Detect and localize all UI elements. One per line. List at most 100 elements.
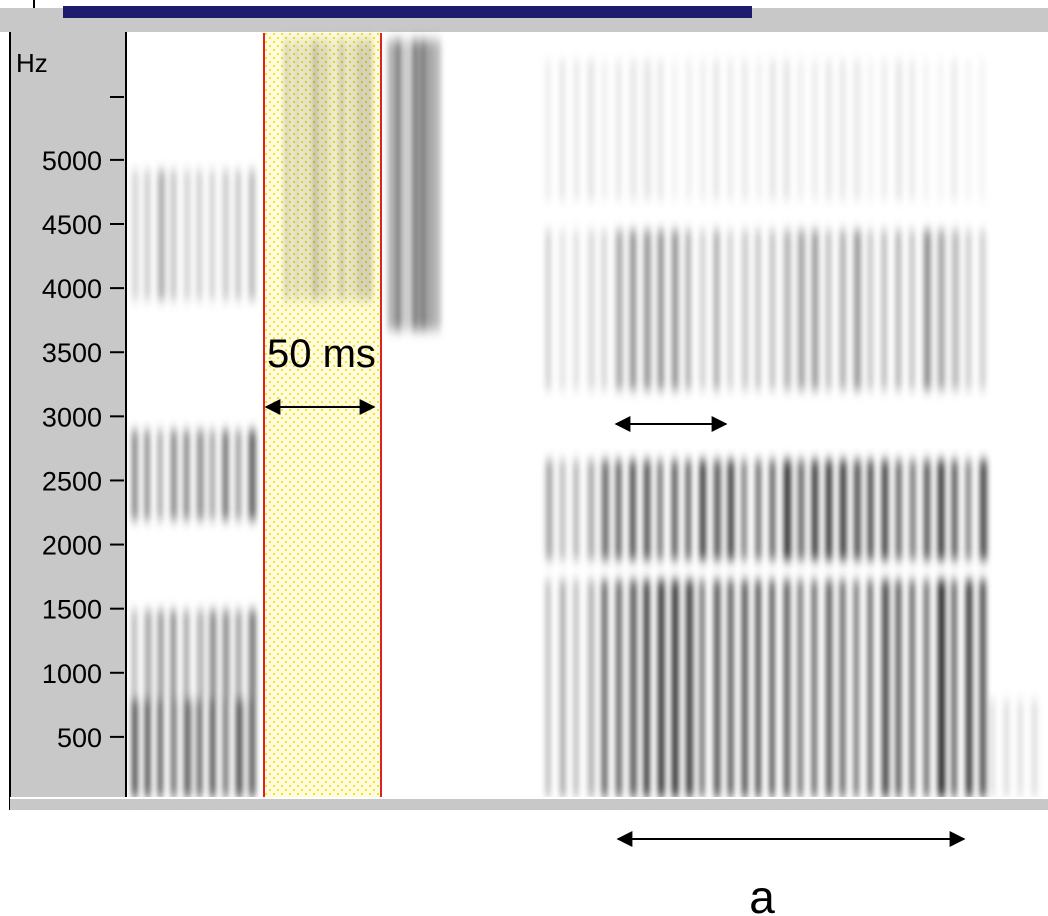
striation xyxy=(924,460,931,560)
striation xyxy=(882,60,887,200)
striation xyxy=(588,460,595,560)
striation xyxy=(966,580,973,797)
striation xyxy=(236,430,241,520)
striation xyxy=(210,170,215,300)
striation xyxy=(770,60,776,200)
striation xyxy=(1032,700,1037,797)
striation xyxy=(742,580,748,797)
striation xyxy=(630,580,637,797)
selection-label: 50 ms xyxy=(267,332,376,376)
striation xyxy=(158,610,164,700)
striation xyxy=(644,60,651,200)
striation xyxy=(924,230,931,390)
striation xyxy=(770,580,775,797)
striation xyxy=(658,580,665,797)
striation xyxy=(602,60,607,200)
striation xyxy=(574,230,579,390)
y-tick-label: 1500 xyxy=(42,595,102,625)
striation xyxy=(658,460,663,560)
striation xyxy=(1004,700,1009,797)
striation xyxy=(312,40,319,300)
striation xyxy=(938,230,945,390)
striation xyxy=(574,460,579,560)
striation xyxy=(952,460,958,560)
striation xyxy=(812,580,817,797)
striation xyxy=(980,460,987,560)
striation xyxy=(546,460,553,560)
striation xyxy=(145,430,150,520)
striation xyxy=(896,580,901,797)
striation xyxy=(980,230,986,390)
striation xyxy=(574,580,579,797)
striation xyxy=(770,460,775,560)
striation xyxy=(714,580,721,797)
scroll-thumb[interactable] xyxy=(63,6,752,18)
striation xyxy=(616,580,622,797)
striation xyxy=(756,230,761,390)
striation xyxy=(728,230,733,390)
striation xyxy=(223,700,229,797)
striation xyxy=(868,60,874,200)
y-tick-label: 5000 xyxy=(42,146,102,176)
striation xyxy=(560,460,566,560)
striation xyxy=(798,60,804,200)
striation xyxy=(840,580,846,797)
striation xyxy=(602,230,607,390)
striation xyxy=(197,610,204,700)
striation xyxy=(700,460,706,560)
striation xyxy=(236,170,241,300)
striation xyxy=(896,60,902,200)
striation xyxy=(672,580,679,797)
striation xyxy=(910,60,915,200)
striation xyxy=(436,40,441,330)
striation xyxy=(756,60,763,200)
striation xyxy=(1018,700,1023,797)
striation xyxy=(966,230,971,390)
striation xyxy=(184,430,189,520)
striation xyxy=(158,170,165,300)
striation xyxy=(966,60,971,200)
striation xyxy=(910,230,915,390)
axis-panel xyxy=(10,32,126,798)
y-tick-label: 3500 xyxy=(42,338,102,368)
striation xyxy=(546,230,551,390)
striation xyxy=(882,230,887,390)
striation xyxy=(616,460,622,560)
striation xyxy=(357,40,364,300)
striation xyxy=(686,580,693,797)
striation xyxy=(798,580,803,797)
striation xyxy=(990,700,995,797)
striation xyxy=(924,60,929,200)
striation xyxy=(714,460,721,560)
striation xyxy=(249,610,256,700)
striation xyxy=(966,460,971,560)
striation xyxy=(840,230,846,390)
striation xyxy=(700,580,705,797)
striation xyxy=(348,40,355,300)
striation xyxy=(588,60,594,200)
striation xyxy=(412,40,419,330)
striation xyxy=(132,700,138,797)
striation xyxy=(197,430,204,520)
striation xyxy=(630,230,637,390)
striation xyxy=(924,580,929,797)
striation xyxy=(197,170,202,300)
striation xyxy=(672,60,678,200)
striation xyxy=(560,60,565,200)
striation xyxy=(236,700,243,797)
striation xyxy=(560,230,565,390)
bottom-bar xyxy=(10,798,1048,810)
striation xyxy=(184,610,189,700)
striation xyxy=(840,60,846,200)
striation xyxy=(210,700,216,797)
striation xyxy=(420,40,427,330)
striation xyxy=(700,230,706,390)
striation xyxy=(854,230,861,390)
striation xyxy=(770,230,775,390)
striation xyxy=(132,170,139,300)
striation xyxy=(644,230,651,390)
y-tick-label: 2500 xyxy=(42,466,102,496)
striation xyxy=(171,430,177,520)
striation xyxy=(285,40,290,300)
